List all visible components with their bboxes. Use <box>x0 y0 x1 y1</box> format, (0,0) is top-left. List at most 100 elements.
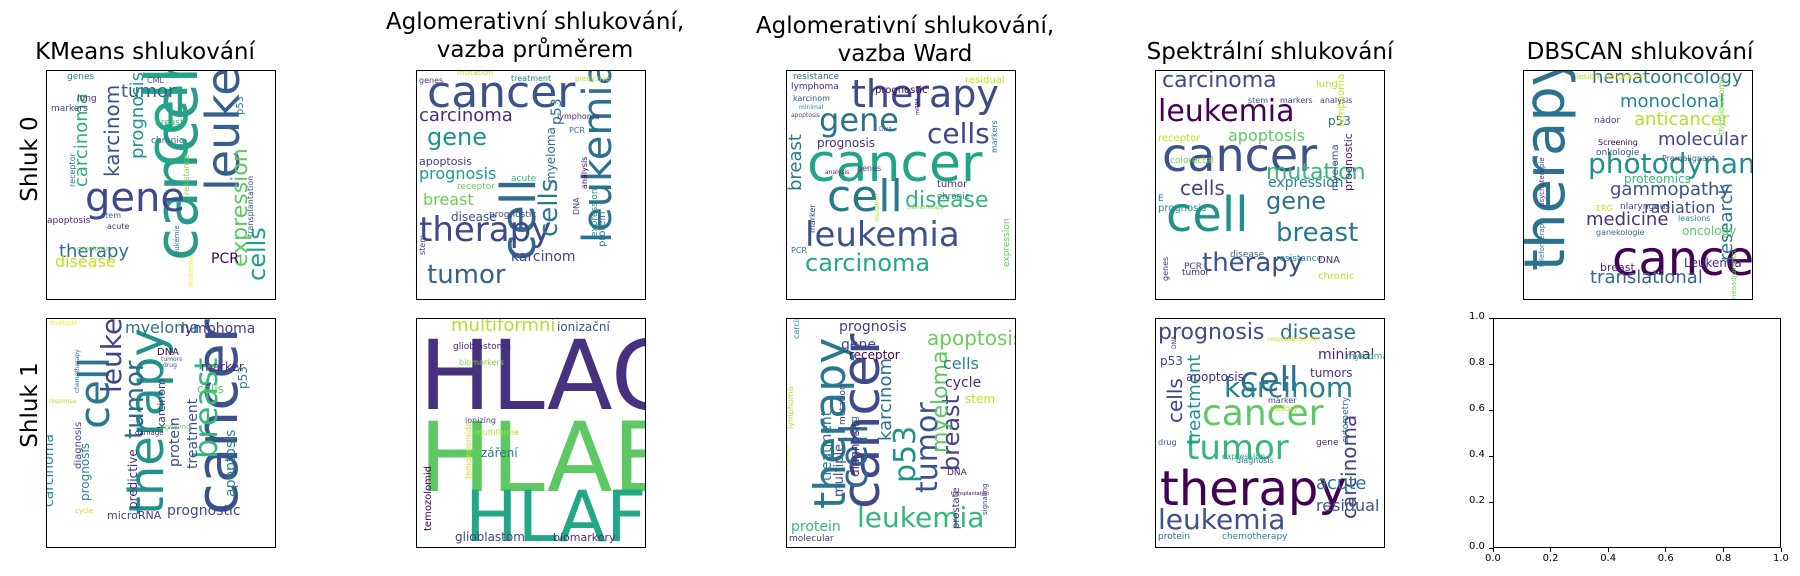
word-cloud: therapy cancer photodynamic hematooncology m… <box>1524 71 1752 299</box>
word-cloud-word: breast <box>1600 261 1636 274</box>
word-cloud-word: signaling <box>981 483 989 515</box>
word-cloud-word: nádor <box>1594 116 1620 126</box>
word-cloud-word: signaling <box>159 423 191 431</box>
word-cloud-word: chronic <box>151 136 184 146</box>
word-cloud-word: myeloma <box>544 127 558 183</box>
word-cloud-word: Premalignant <box>1662 154 1715 163</box>
word-cloud-word: breast <box>423 190 474 209</box>
word-cloud-word: DNA <box>947 468 968 478</box>
y-tick-label: 0.0 <box>1469 541 1485 552</box>
word-cloud-word: therapy <box>119 328 175 515</box>
word-cloud-word: breast <box>155 118 184 128</box>
y-tick-label: 0.6 <box>1469 403 1485 414</box>
column-title: DBSCAN shlukování <box>1490 38 1790 66</box>
word-cloud-word: therapy <box>1160 461 1347 517</box>
column-title-line: Aglomerativní shlukování, <box>385 9 685 35</box>
word-cloud-word: drug <box>850 416 860 437</box>
word-cloud-word: prognosis <box>1158 320 1264 345</box>
y-tick <box>1489 317 1493 319</box>
word-cloud-word: transplantation <box>951 491 989 497</box>
word-cloud-word: tumor <box>910 402 945 493</box>
word-cloud-word: monoclonal <box>1620 91 1724 112</box>
word-cloud-word: marker <box>1268 396 1297 405</box>
word-cloud-word: expression <box>1222 452 1265 461</box>
word-cloud-word: oncology <box>1682 224 1736 238</box>
word-cloud-word: glioblastom <box>455 530 525 544</box>
column-title-line: vazba Ward <box>837 41 973 67</box>
word-cloud-word: CML <box>147 76 164 85</box>
word-cloud-word: chronic <box>937 192 970 202</box>
word-cloud-word: thyroidectomy <box>1717 77 1726 135</box>
word-cloud-word: tumor <box>1182 268 1210 278</box>
word-cloud-word: receptor <box>68 153 77 187</box>
word-cloud-word: stem <box>1248 96 1268 105</box>
word-cloud-word: biomarkers <box>459 358 504 367</box>
word-cloud-word: gene <box>1266 187 1326 215</box>
word-cloud-word: DNA <box>879 126 893 133</box>
y-tick-label: 0.8 <box>1469 357 1485 368</box>
word-cloud-word: lung <box>1316 79 1338 90</box>
word-cloud-word: ionizing <box>465 416 496 425</box>
word-cloud-word: carcinoma <box>1337 415 1361 519</box>
word-cloud-word: genes <box>67 72 94 82</box>
column-title-line: vazba průměrem <box>436 37 634 63</box>
word-cloud-word: diagnosis <box>848 420 862 477</box>
word-cloud-word: disease <box>451 210 497 224</box>
word-cloud-word: protein <box>1158 532 1190 542</box>
x-tick-label: 1.0 <box>1773 553 1789 564</box>
word-cloud-word: ionizační <box>557 320 610 334</box>
word-cloud-word: apoptosis <box>47 216 91 226</box>
word-cloud-word: p53 <box>235 96 246 115</box>
word-cloud-word: disease <box>1280 320 1356 344</box>
word-cloud-word: apoptosis <box>223 430 239 497</box>
word-cloud-word: cells <box>1180 176 1225 200</box>
word-cloud-word: gene <box>819 101 899 139</box>
word-cloud-word: gene <box>841 337 876 353</box>
word-cloud-word: lymphoma <box>557 112 600 121</box>
word-cloud-word: drug <box>1158 438 1177 447</box>
word-cloud-word: therapy <box>59 241 129 262</box>
word-cloud-word: cytometry <box>1341 396 1351 443</box>
word-cloud-word: carcinoma <box>419 105 513 126</box>
word-cloud-word: tumor <box>120 360 150 439</box>
word-cloud-word: cancer <box>183 319 251 515</box>
word-cloud-word: neoadjuvantní <box>1730 248 1738 299</box>
word-cloud-word: E <box>1158 194 1164 204</box>
word-cloud-word: Screening <box>1598 138 1638 147</box>
word-cloud-word: PCR <box>1184 262 1202 272</box>
word-cloud-word: cell <box>1166 187 1249 243</box>
word-cloud-word: prognosis <box>1158 203 1206 214</box>
word-cloud-word: mutation <box>838 384 848 425</box>
word-cloud-word: prognosis <box>817 136 875 150</box>
word-cloud-word: PCR <box>211 251 239 267</box>
word-cloud-word: cell <box>70 357 119 429</box>
column-title-line: Aglomerativní shlukování, <box>755 13 1055 39</box>
x-tick <box>1492 548 1494 552</box>
word-cloud-word: translational <box>1590 267 1703 288</box>
word-cloud-word: multiformní <box>451 319 556 336</box>
word-cloud-word: carcinoma <box>792 319 801 339</box>
word-cloud-word: genes <box>1161 257 1170 281</box>
word-cloud-word: carcinoma <box>71 93 92 187</box>
word-cloud-word: cancer <box>832 333 892 509</box>
word-cloud-word: receptor <box>457 182 495 192</box>
column-title-line: KMeans shlukování <box>35 39 255 65</box>
column-title: Aglomerativní shlukování, vazba průměrem <box>370 8 700 64</box>
word-cloud-word: temozolomide <box>464 422 473 479</box>
word-cloud-word: cells <box>1163 378 1187 423</box>
word-cloud-word: cycle <box>945 375 981 391</box>
word-cloud-word: telefonterapie <box>1538 218 1546 267</box>
row-label: Shluk 0 <box>17 116 43 202</box>
word-cloud-word: markers <box>990 120 999 153</box>
x-tick <box>1722 548 1724 552</box>
word-cloud-word: mutation <box>1266 160 1366 185</box>
word-cloud-word: tumors <box>1310 366 1353 380</box>
empty-axes <box>1493 318 1781 548</box>
word-cloud-word: protein <box>597 211 608 247</box>
